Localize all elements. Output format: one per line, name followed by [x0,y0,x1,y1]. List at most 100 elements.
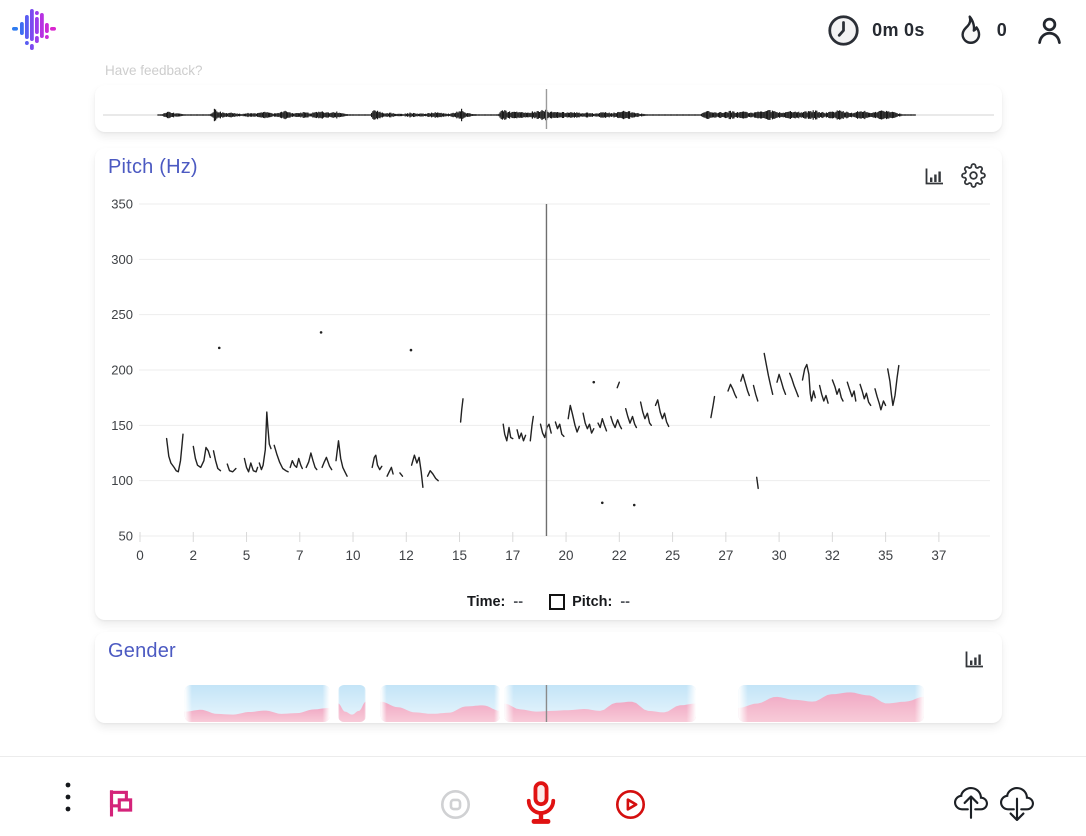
pitch-trace [410,454,424,488]
pitch-trace [459,398,464,423]
flag-button[interactable] [100,785,140,821]
streak-counter: 0 [951,12,1007,48]
pitch-trace [874,388,887,411]
person-icon [1038,17,1061,44]
flag-icon [109,790,133,817]
gender-segment [338,685,366,722]
pitch-trace [740,373,750,397]
stop-icon [440,789,470,819]
svg-text:100: 100 [111,473,133,488]
gender-chart[interactable] [95,632,1002,723]
pitch-legend: Time: -- Pitch: -- [95,594,1002,610]
clock-icon [828,14,859,46]
svg-text:22: 22 [612,548,627,563]
svg-text:50: 50 [119,529,133,544]
topbar: 0m 0s 0 [0,0,1086,60]
svg-text:30: 30 [772,548,787,563]
streak-count-value: 0 [996,19,1007,40]
play-button[interactable] [613,787,647,821]
gender-segment [738,685,924,722]
pitch-trace [426,470,439,482]
svg-text:10: 10 [346,548,361,563]
svg-text:150: 150 [111,418,133,433]
gender-segment [184,685,330,722]
pitch-panel: Pitch (Hz) 50 100 150 200 250 300 350 0 2 5 7 10 12 1… [95,148,1002,620]
pitch-trace [831,379,844,402]
pitch-trace [776,373,787,396]
svg-text:350: 350 [111,197,133,212]
pitch-trace [335,440,348,477]
session-timer: 0m 0s [827,14,925,47]
histogram-icon [925,168,943,184]
more-menu-button[interactable] [56,772,80,822]
svg-text:0: 0 [136,548,144,563]
time-value: -- [513,594,524,610]
gender-title: Gender [108,640,176,662]
pitch-series-swatch [549,594,566,610]
gender-histogram-button[interactable] [962,647,986,671]
pitch-trace [502,423,514,442]
bottom-toolbar [0,756,1086,836]
pitch-trace [818,384,829,404]
svg-text:37: 37 [931,548,946,563]
flame-icon [961,15,980,44]
svg-text:250: 250 [111,307,133,322]
avatar-button[interactable] [1033,14,1066,47]
audio-waveform-logo [12,9,56,50]
record-button[interactable] [518,779,564,829]
svg-text:35: 35 [878,548,893,563]
svg-text:17: 17 [505,548,520,563]
download-button[interactable] [998,785,1036,823]
pitch-trace [305,452,318,471]
pitch-trace [321,456,333,471]
pitch-trace [597,418,608,432]
pitch-trace [212,450,222,472]
pitch-trace [625,408,638,429]
pitch-title: Pitch (Hz) [108,156,198,178]
pitch-trace [789,372,799,398]
pitch-trace [639,401,652,426]
pitch-trace [616,381,620,389]
waveform-chart[interactable] [95,85,1002,132]
stop-button[interactable] [438,787,472,821]
pitch-trace [226,463,237,473]
pitch-value: -- [620,594,631,610]
pitch-trace [567,404,580,433]
pitch-trace [192,445,212,469]
pitch-histogram-button[interactable] [922,164,946,188]
pitch-trace [516,429,527,442]
pitch-trace [710,395,716,419]
pitch-trace [727,383,738,399]
pitch-trace [258,411,272,471]
pitch-settings-button[interactable] [961,163,986,188]
svg-text:2: 2 [190,548,198,563]
pitch-trace [273,444,289,473]
pitch-trace [243,457,259,473]
svg-text:25: 25 [665,548,680,563]
svg-text:200: 200 [111,363,133,378]
pitch-trace [801,363,816,402]
gender-segment [504,685,697,722]
microphone-icon [526,781,556,824]
gender-segment [380,685,501,722]
cloud-upload-icon [954,787,988,819]
upload-button[interactable] [952,785,990,823]
play-icon [615,789,645,819]
pitch-trace [386,466,394,477]
time-label: Time: [466,594,506,610]
pitch-trace [371,454,383,471]
pitch-trace [529,415,534,442]
pitch-trace [289,457,304,470]
svg-text:5: 5 [243,548,251,563]
audio-waveform-panel [95,85,1002,132]
svg-text:20: 20 [559,548,574,563]
kebab-menu-icon [65,782,71,812]
pitch-trace [756,476,759,490]
gear-icon [961,163,986,188]
svg-text:32: 32 [825,548,840,563]
feedback-link[interactable]: Have feedback? [105,63,203,78]
pitch-trace [654,399,670,428]
pitch-label: Pitch: [572,594,613,610]
